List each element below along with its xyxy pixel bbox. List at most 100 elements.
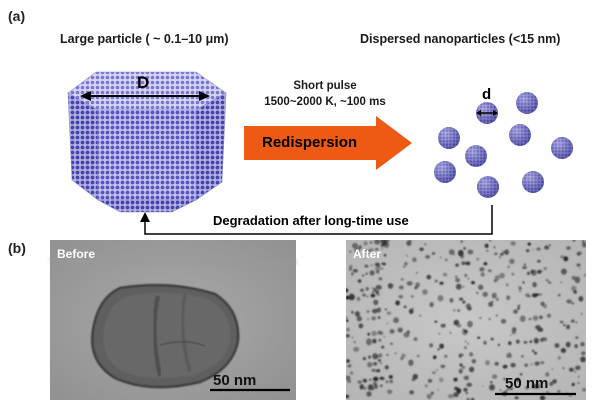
tem-nanoparticle-dot [476,291,479,295]
tem-nanoparticle-dot [363,386,367,390]
tem-nanoparticle-dot [390,342,393,345]
large-particle-size-arrow [80,91,210,101]
tem-nanoparticle-dot [467,277,470,280]
tem-nanoparticle-dot [369,378,372,381]
tem-nanoparticle-dot [356,296,361,302]
tem-nanoparticle-dot [507,265,510,269]
tem-nanoparticle-dot [523,263,526,266]
tem-nanoparticle-dot [485,249,489,252]
tem-nanoparticle-dot [371,330,378,337]
tem-nanoparticle-dot [574,344,578,349]
tem-nanoparticle-dot [459,297,464,301]
tem-nanoparticle-dot [478,284,484,291]
tem-nanoparticle-dot [374,384,378,389]
redispersion-label: Redispersion [262,134,358,151]
tem-nanoparticle-dot [375,270,380,274]
tem-nanoparticle-dot [548,281,552,284]
tem-nanoparticle-dot [560,255,564,259]
tem-nanoparticle-dot [539,315,543,319]
tem-nanoparticle-dot [358,245,362,250]
tem-nanoparticle-dot [574,370,577,373]
tem-nanoparticle-dot [500,318,507,324]
tem-nanoparticle-dot [540,301,545,306]
tem-nanoparticle-dot [507,387,510,391]
tem-nanoparticle-dot [362,357,366,361]
tem-nanoparticle-dot [440,323,446,328]
tem-nanoparticle-dot [526,249,530,253]
tem-nanoparticle-dot [580,356,586,363]
tem-nanoparticle-dot [575,321,578,324]
tem-nanoparticle-dot [415,282,420,288]
tem-nanoparticle-dot [506,283,509,287]
tem-nanoparticle-dot [424,243,427,246]
tem-nanoparticle-dot [366,310,370,313]
tem-nanoparticle-dot [454,275,458,278]
tem-nanoparticle-dot [537,269,542,274]
tem-nanoparticle-dot [572,240,576,242]
tem-nanoparticle-dot [571,319,575,323]
tem-nanoparticle-dot [362,293,366,297]
tem-nanoparticle-dot [545,279,549,282]
nanoparticle [438,127,460,149]
tem-nanoparticle-dot [533,337,539,344]
tem-nanoparticle-dot [455,283,462,290]
tem-nanoparticle-dot [406,254,408,257]
tem-nanoparticle-dot [467,342,470,345]
tem-nanoparticle-dot [582,387,586,392]
tem-nanoparticle-dot [346,316,348,320]
tem-nanoparticle-dot [365,272,368,275]
tem-nanoparticle-dot [523,341,528,344]
tem-nanoparticle-dot [347,379,352,383]
tem-nanoparticle-dot [580,312,583,315]
tem-nanoparticle-dot [376,307,382,313]
tem-nanoparticle-dot [442,272,448,277]
tem-nanoparticle-dot [463,329,468,334]
tem-nanoparticle-dot [378,353,383,358]
tem-nanoparticle-dot [546,313,552,318]
tem-nanoparticle-dot [581,351,586,356]
tem-nanoparticle-dot [375,247,379,251]
large-particle-title: Large particle ( ~ 0.1–10 μm) [60,32,229,46]
tem-nanoparticle-dot [536,247,541,251]
tem-nanoparticle-dot [467,320,473,328]
tem-nanoparticle-dot [455,278,461,283]
tem-nanoparticle-dot [386,322,389,325]
tem-nanoparticle-dot [543,396,545,399]
tem-nanoparticle-dot [370,293,376,298]
tem-nanoparticle-dot [386,311,392,315]
tem-nanoparticle-dot [524,363,529,368]
tem-nanoparticle-dot [377,316,381,319]
tem-nanoparticle-dot [561,268,567,275]
tem-nanoparticle-dot [465,392,468,395]
tem-nanoparticle-dot [530,269,534,274]
tem-nanoparticle-dot [485,360,490,366]
tem-nanoparticle-dot [359,384,364,390]
tem-nanoparticle-dot [495,297,499,301]
tem-image-before [49,240,297,400]
tem-nanoparticle-dot [400,278,404,281]
tem-nanoparticle-dot [461,365,466,369]
tem-nanoparticle-dot [557,355,561,360]
tem-nanoparticle-dot [432,355,437,360]
tem-nanoparticle-dot [363,241,368,246]
tem-nanoparticle-dot [346,288,349,293]
tem-nanoparticle-dot [578,267,582,270]
tem-nanoparticle-dot [416,354,420,358]
tem-nanoparticle-dot [487,269,492,273]
tem-nanoparticle-dot [495,314,498,317]
tem-nanoparticle-dot [552,379,557,384]
tem-nanoparticle-dot [522,281,525,284]
tem-nanoparticle-dot [434,320,438,323]
nanoparticle [516,92,538,114]
tem-nanoparticle-dot [406,330,410,334]
tem-nanoparticle-dot [571,285,577,292]
tem-nanoparticle-dot [515,339,520,344]
tem-nanoparticle-dot [381,247,384,250]
tem-nanoparticle-dot [378,338,382,342]
tem-nanoparticle-dot [424,384,428,388]
tem-nanoparticle-dot [526,271,531,275]
tem-nanoparticle-dot [538,293,543,296]
tem-nanoparticle-dot [351,310,354,314]
tem-nanoparticle-dot [348,293,355,301]
tem-nanoparticle-dot [398,285,404,290]
